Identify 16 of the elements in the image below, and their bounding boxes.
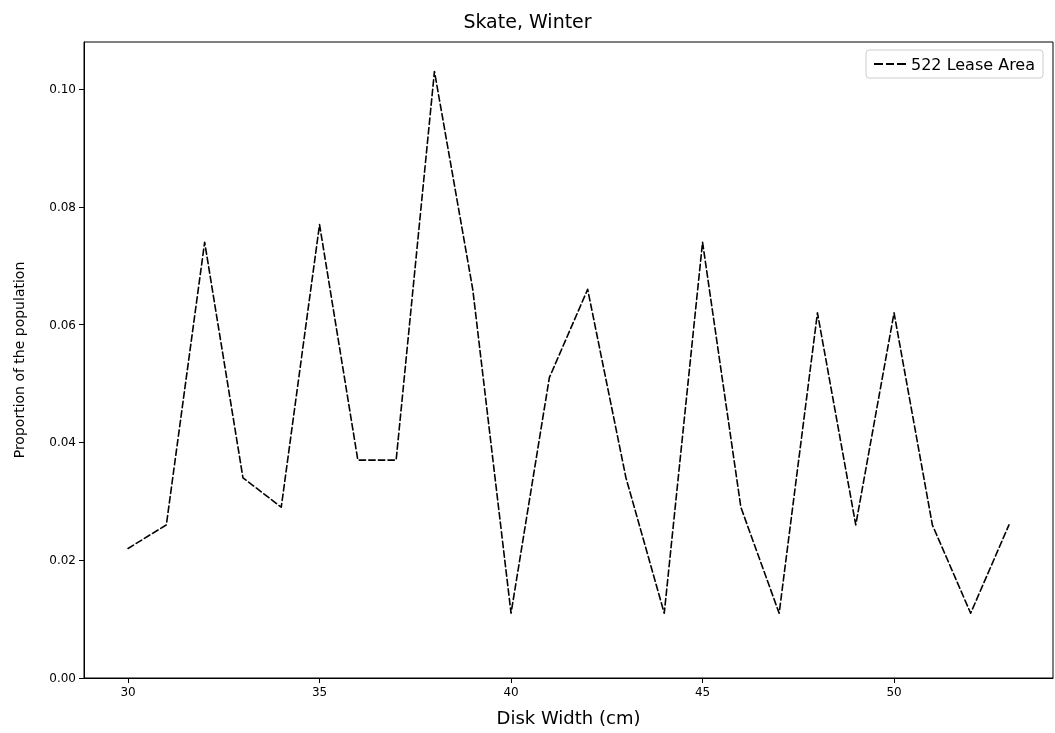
y-axis-title: Proportion of the population <box>11 261 27 459</box>
x-axis-title: Disk Width (cm) <box>496 706 641 728</box>
x-tick-label: 35 <box>311 685 328 699</box>
y-tick-label: 0.04 <box>49 435 76 450</box>
x-tick-label: 40 <box>503 685 519 699</box>
y-tick-label: 0.08 <box>49 199 76 214</box>
y-tick-label: 0.00 <box>49 671 76 685</box>
x-tick-label: 50 <box>886 685 902 699</box>
y-tick-label: 0.06 <box>49 317 76 332</box>
x-tick-label: 30 <box>120 685 136 699</box>
y-tick-label: 0.10 <box>49 82 76 97</box>
chart-title: Skate, Winter <box>463 9 592 32</box>
y-tick-label: 0.02 <box>49 553 76 568</box>
x-tick-label: 45 <box>694 685 711 699</box>
line-series <box>127 70 1010 615</box>
legend-label: 522 Lease Area <box>911 54 1036 74</box>
